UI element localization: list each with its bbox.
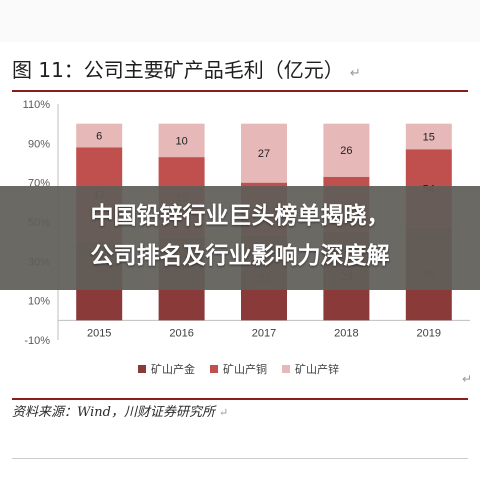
x-tick-label: 2016 [169, 327, 193, 339]
bar-segment-zinc [405, 123, 452, 150]
data-label: 10 [175, 135, 187, 147]
bar-segment-zinc [158, 123, 205, 158]
side-paragraph-mark-icon: ↵ [462, 372, 473, 386]
top-band [0, 0, 480, 42]
legend-entry: 矿山产锌 [295, 362, 339, 376]
y-tick-label: 10% [28, 296, 50, 308]
title-rule [12, 90, 468, 92]
headline-overlay [0, 186, 480, 290]
y-tick-label: -10% [24, 335, 50, 347]
source-text: 资料来源：Wind，川财证券研究所 [12, 405, 215, 420]
bar-segment-zinc [241, 123, 287, 183]
x-tick-label: 2015 [87, 327, 111, 339]
headline-line-2: 公司排名及行业影响力深度解 [90, 243, 390, 269]
paragraph-mark-icon: ↵ [219, 406, 229, 419]
x-tick-label: 2018 [334, 327, 358, 339]
headline-line-1: 中国铅锌行业巨头榜单揭晓， [90, 203, 390, 229]
legend-swatch [282, 365, 290, 373]
data-label: 26 [340, 145, 352, 157]
x-tick-label: 2017 [252, 327, 276, 339]
legend-swatch [138, 365, 146, 373]
y-tick-label: 110% [23, 99, 51, 111]
legend-swatch [210, 365, 218, 373]
source-note: 资料来源：Wind，川财证券研究所 ↵ [12, 402, 452, 424]
figure-title-text: 图 11：公司主要矿产品毛利（亿元） [12, 58, 344, 82]
bar-segment-zinc [76, 123, 123, 148]
x-tick-label: 2019 [417, 327, 441, 339]
y-tick-label: 90% [28, 138, 50, 150]
figure-title: 图 11：公司主要矿产品毛利（亿元） ↵ [12, 52, 452, 88]
source-rule [12, 398, 468, 400]
data-label: 6 [96, 130, 102, 142]
legend-entry: 矿山产金 [151, 362, 195, 376]
data-label: 15 [423, 131, 435, 143]
paragraph-mark-icon: ↵ [349, 66, 361, 81]
bottom-rule [12, 458, 468, 459]
data-label: 27 [258, 148, 270, 160]
legend-entry: 矿山产铜 [223, 362, 267, 376]
bar-segment-zinc [323, 123, 370, 177]
